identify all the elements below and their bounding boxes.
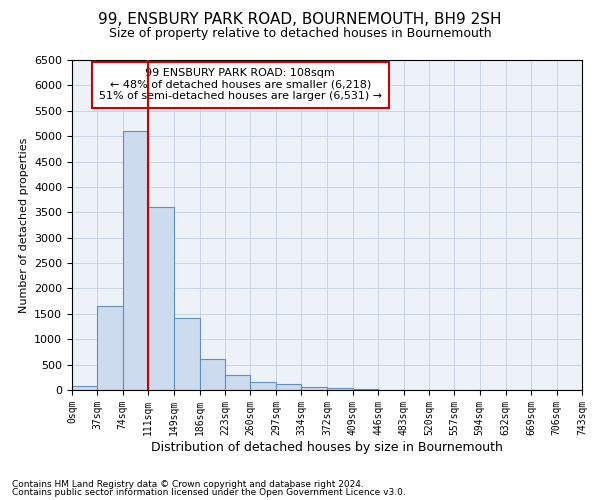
Text: Contains public sector information licensed under the Open Government Licence v3: Contains public sector information licen… — [12, 488, 406, 497]
Text: 99 ENSBURY PARK ROAD: 108sqm
← 48% of detached houses are smaller (6,218)
51% of: 99 ENSBURY PARK ROAD: 108sqm ← 48% of de… — [99, 68, 382, 102]
Bar — [72, 386, 97, 390]
Text: 99, ENSBURY PARK ROAD, BOURNEMOUTH, BH9 2SH: 99, ENSBURY PARK ROAD, BOURNEMOUTH, BH9 … — [98, 12, 502, 28]
Bar — [97, 306, 123, 390]
Bar — [225, 375, 250, 390]
Bar — [200, 359, 225, 390]
Y-axis label: Number of detached properties: Number of detached properties — [19, 138, 29, 312]
Bar — [123, 131, 148, 390]
Bar — [301, 388, 326, 390]
Bar — [174, 318, 200, 390]
X-axis label: Distribution of detached houses by size in Bournemouth: Distribution of detached houses by size … — [151, 440, 503, 454]
Text: Size of property relative to detached houses in Bournemouth: Size of property relative to detached ho… — [109, 28, 491, 40]
Bar — [276, 384, 301, 390]
Bar — [328, 388, 353, 390]
Bar — [250, 382, 276, 390]
Text: Contains HM Land Registry data © Crown copyright and database right 2024.: Contains HM Land Registry data © Crown c… — [12, 480, 364, 489]
Bar — [148, 207, 173, 390]
